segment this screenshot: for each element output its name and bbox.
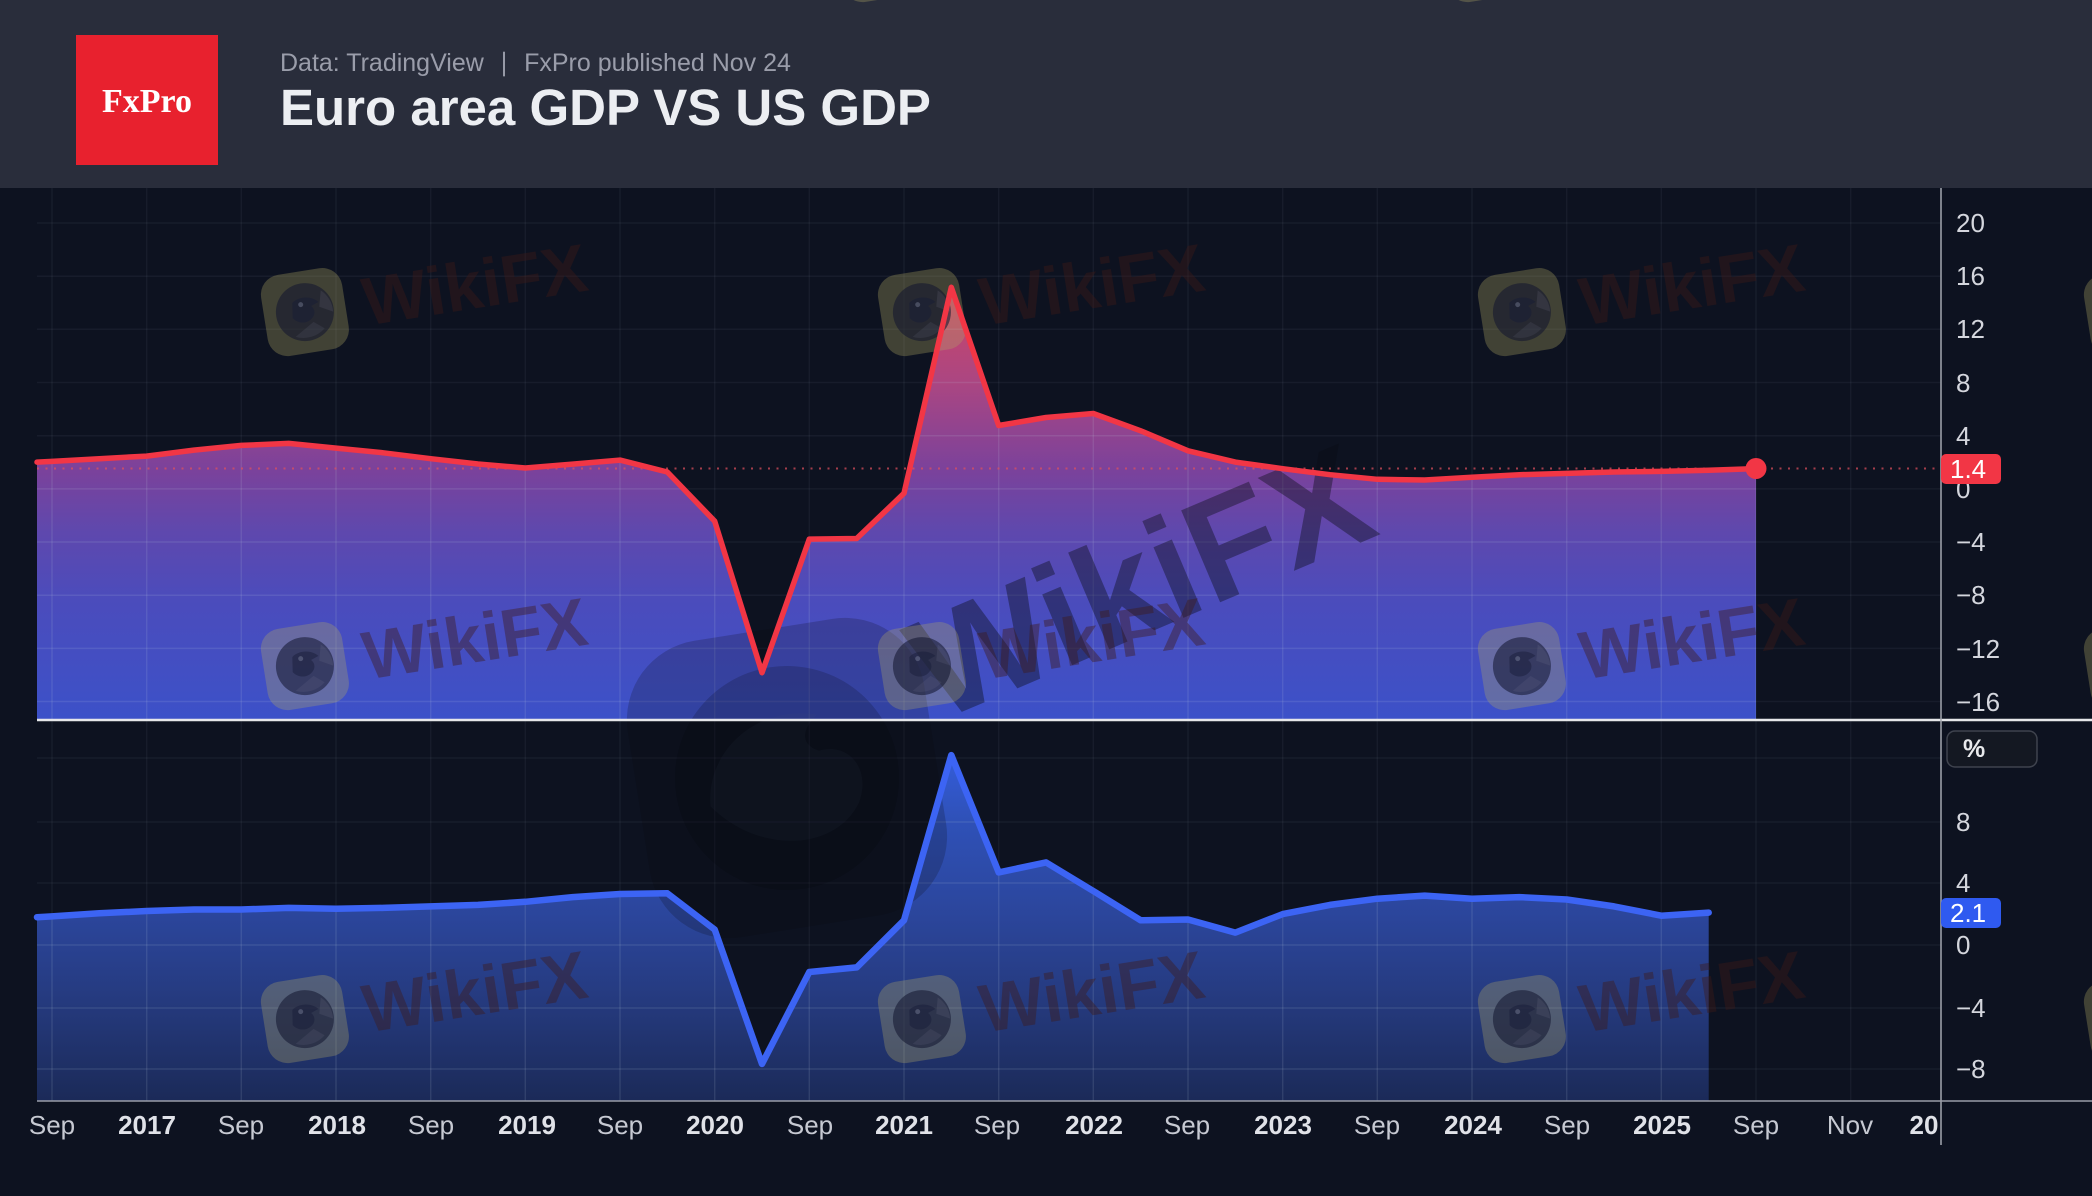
svg-text:−4: −4 bbox=[1956, 527, 1986, 557]
svg-text:−8: −8 bbox=[1956, 580, 1986, 610]
svg-text:0: 0 bbox=[1956, 930, 1970, 960]
svg-text:2023: 2023 bbox=[1254, 1110, 1312, 1140]
svg-text:4: 4 bbox=[1956, 421, 1970, 451]
svg-text:4: 4 bbox=[1956, 868, 1970, 898]
svg-text:2020: 2020 bbox=[686, 1110, 744, 1140]
svg-text:Sep: Sep bbox=[1544, 1110, 1590, 1140]
svg-text:12: 12 bbox=[1956, 314, 1985, 344]
svg-text:Euro area GDP VS US GDP: Euro area GDP VS US GDP bbox=[280, 79, 931, 136]
svg-text:2017: 2017 bbox=[118, 1110, 176, 1140]
svg-text:FxPro: FxPro bbox=[102, 83, 192, 120]
svg-text:2024: 2024 bbox=[1444, 1110, 1502, 1140]
svg-text:1.4: 1.4 bbox=[1950, 454, 1986, 484]
svg-text:Data: TradingView ∣ FxPro pu: Data: TradingView ∣ FxPro published Nov … bbox=[280, 49, 791, 77]
svg-text:20: 20 bbox=[1956, 208, 1985, 238]
svg-text:2019: 2019 bbox=[498, 1110, 556, 1140]
svg-text:Sep: Sep bbox=[1354, 1110, 1400, 1140]
svg-text:Sep: Sep bbox=[1733, 1110, 1779, 1140]
svg-text:Sep: Sep bbox=[597, 1110, 643, 1140]
svg-text:%: % bbox=[1963, 735, 1985, 763]
svg-text:Sep: Sep bbox=[29, 1110, 75, 1140]
svg-text:8: 8 bbox=[1956, 368, 1970, 398]
svg-text:16: 16 bbox=[1956, 261, 1985, 291]
svg-text:−4: −4 bbox=[1956, 993, 1986, 1023]
svg-text:Sep: Sep bbox=[787, 1110, 833, 1140]
svg-text:−16: −16 bbox=[1956, 687, 2000, 717]
svg-text:2022: 2022 bbox=[1065, 1110, 1123, 1140]
svg-text:20: 20 bbox=[1910, 1110, 1939, 1140]
svg-text:2.1: 2.1 bbox=[1950, 898, 1986, 928]
svg-text:Nov: Nov bbox=[1827, 1110, 1873, 1140]
svg-text:Sep: Sep bbox=[218, 1110, 264, 1140]
svg-text:Sep: Sep bbox=[1164, 1110, 1210, 1140]
svg-text:Sep: Sep bbox=[408, 1110, 454, 1140]
svg-text:2018: 2018 bbox=[308, 1110, 366, 1140]
svg-text:2021: 2021 bbox=[875, 1110, 933, 1140]
svg-text:−8: −8 bbox=[1956, 1054, 1986, 1084]
svg-text:2025: 2025 bbox=[1633, 1110, 1691, 1140]
svg-text:8: 8 bbox=[1956, 807, 1970, 837]
svg-text:Sep: Sep bbox=[974, 1110, 1020, 1140]
svg-text:−12: −12 bbox=[1956, 634, 2000, 664]
